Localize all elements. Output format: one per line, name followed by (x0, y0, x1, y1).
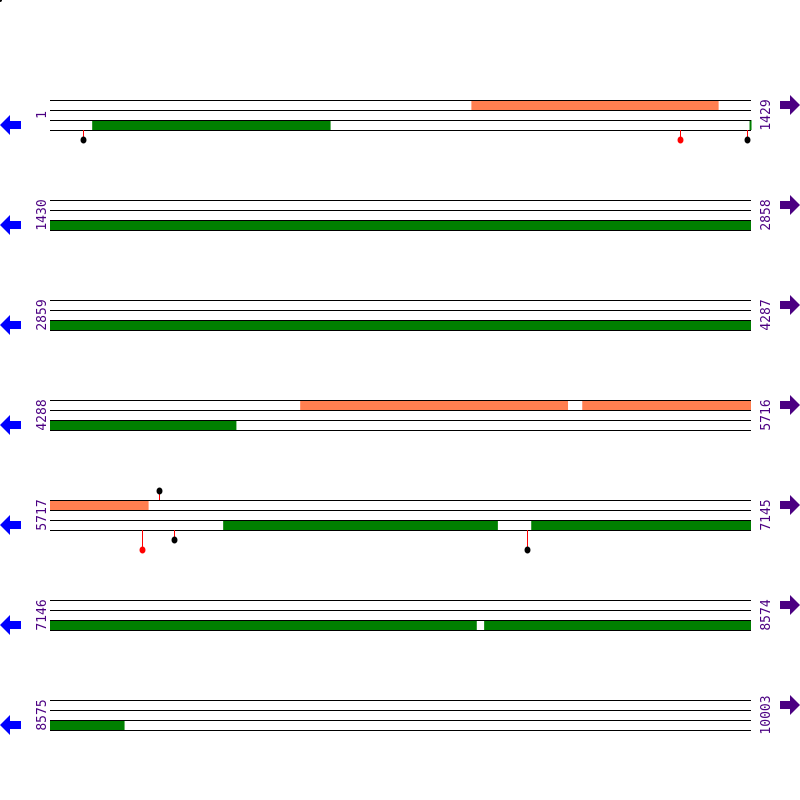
reverse-feature[interactable] (50, 420, 237, 430)
row-end-label: 10003 (759, 695, 774, 734)
reverse-feature[interactable] (223, 520, 498, 530)
reverse-feature[interactable] (484, 620, 751, 630)
row-end-label: 5716 (759, 399, 774, 430)
corner-dot (0, 0, 2, 2)
reverse-feature[interactable] (50, 620, 477, 630)
arrow-left-icon[interactable] (0, 515, 21, 535)
reverse-feature[interactable] (749, 120, 752, 130)
row-end-label: 2858 (759, 199, 774, 230)
row-end-label: 7145 (759, 499, 774, 530)
sequence-row: 5717 7145 (0, 487, 800, 554)
sequence-row: 4288 5716 (0, 395, 800, 435)
reverse-feature[interactable] (531, 520, 751, 530)
forward-feature[interactable] (300, 400, 569, 410)
arrow-right-icon[interactable] (780, 695, 800, 715)
arrow-right-icon[interactable] (780, 395, 800, 415)
sequence-row: 2859 4287 (0, 295, 800, 335)
row-start-label: 1430 (35, 199, 50, 230)
arrow-left-icon[interactable] (0, 715, 21, 735)
reverse-feature[interactable] (50, 220, 751, 230)
reverse-feature[interactable] (92, 120, 331, 130)
arrow-left-icon[interactable] (0, 215, 21, 235)
arrow-left-icon[interactable] (0, 315, 21, 335)
row-start-label: 4288 (35, 399, 50, 430)
row-end-label: 8574 (759, 599, 774, 630)
marker-black[interactable] (524, 546, 531, 554)
marker-red[interactable] (139, 546, 146, 554)
row-start-label: 8575 (35, 699, 50, 730)
reverse-feature[interactable] (50, 720, 125, 730)
marker-black[interactable] (744, 136, 751, 144)
sequence-row: 1 1429 (0, 95, 800, 144)
row-start-label: 5717 (35, 499, 50, 530)
row-start-label: 1 (35, 111, 50, 119)
arrow-right-icon[interactable] (780, 295, 800, 315)
sequence-row: 1430 2858 (0, 195, 800, 235)
sequence-row: 7146 8574 (0, 595, 800, 635)
arrow-left-icon[interactable] (0, 115, 21, 135)
marker-black[interactable] (80, 136, 87, 144)
marker-black[interactable] (156, 487, 163, 495)
forward-feature[interactable] (471, 100, 719, 110)
arrow-right-icon[interactable] (780, 195, 800, 215)
reverse-feature[interactable] (50, 320, 751, 330)
arrow-left-icon[interactable] (0, 615, 21, 635)
row-start-label: 2859 (35, 299, 50, 330)
row-end-label: 1429 (759, 99, 774, 130)
forward-feature[interactable] (50, 500, 149, 510)
marker-black[interactable] (171, 536, 178, 544)
row-end-label: 4287 (759, 299, 774, 330)
arrow-right-icon[interactable] (780, 95, 800, 115)
sequence-row: 8575 10003 (0, 695, 800, 735)
arrow-right-icon[interactable] (780, 495, 800, 515)
marker-red[interactable] (677, 136, 684, 144)
row-start-label: 7146 (35, 599, 50, 630)
arrow-left-icon[interactable] (0, 415, 21, 435)
forward-feature[interactable] (582, 400, 751, 410)
arrow-right-icon[interactable] (780, 595, 800, 615)
